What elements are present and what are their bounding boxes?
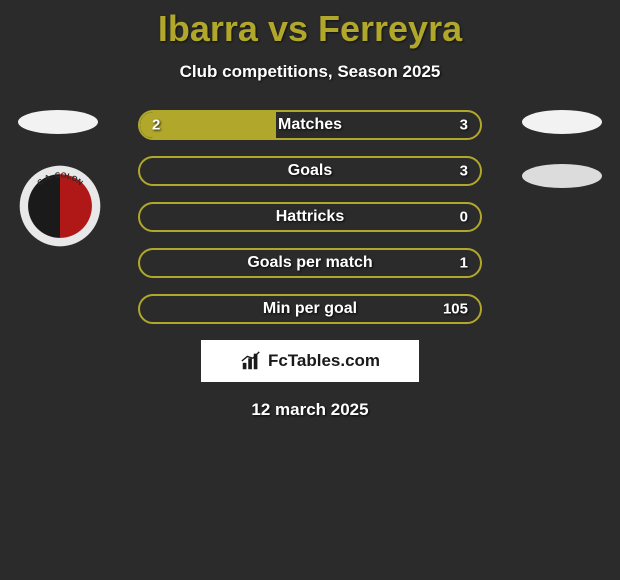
stat-row: Goals per match1: [138, 248, 482, 278]
stat-row: Min per goal105: [138, 294, 482, 324]
stat-label: Hattricks: [140, 208, 480, 226]
comparison-title: Ibarra vs Ferreyra: [0, 0, 620, 50]
right-player-placeholder-icon: [522, 110, 602, 134]
stat-right-value: 3: [460, 163, 468, 180]
stat-row: Goals3: [138, 156, 482, 186]
left-player-placeholder-icon: [18, 110, 98, 134]
credit-box: FcTables.com: [201, 340, 419, 382]
stat-label: Goals per match: [140, 254, 480, 272]
bar-chart-icon: [240, 350, 262, 372]
stat-label: Goals: [140, 162, 480, 180]
stat-right-value: 3: [460, 117, 468, 134]
date-label: 12 march 2025: [0, 400, 620, 420]
stat-label: Matches: [140, 116, 480, 134]
stat-right-value: 1: [460, 255, 468, 272]
stat-row: Hattricks0: [138, 202, 482, 232]
left-club-badge-icon: C.A. COLON: [18, 164, 102, 248]
comparison-content: C.A. COLON 2Matches3Goals3Hattricks0Goal…: [0, 110, 620, 420]
comparison-subtitle: Club competitions, Season 2025: [0, 62, 620, 82]
credit-text: FcTables.com: [268, 351, 380, 371]
stat-rows: 2Matches3Goals3Hattricks0Goals per match…: [138, 110, 482, 324]
stat-row: 2Matches3: [138, 110, 482, 140]
right-club-placeholder-icon: [522, 164, 602, 188]
stat-label: Min per goal: [140, 300, 480, 318]
stat-right-value: 0: [460, 209, 468, 226]
stat-right-value: 105: [443, 301, 468, 318]
